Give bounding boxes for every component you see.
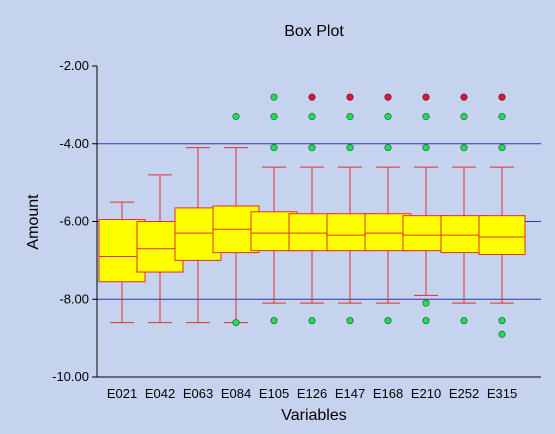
outlier-point <box>308 317 316 325</box>
outlier-point <box>498 144 506 152</box>
x-tick-label: E210 <box>411 386 441 401</box>
extreme-outlier-point <box>384 93 392 101</box>
x-tick-label: E252 <box>449 386 479 401</box>
x-tick-label: E315 <box>487 386 517 401</box>
outlier-point <box>422 113 430 121</box>
x-axis-label: Variables <box>281 407 347 424</box>
outlier-point <box>460 113 468 121</box>
extreme-outlier-point <box>422 93 430 101</box>
outlier-point <box>384 317 392 325</box>
y-tick-label: -8.00 <box>59 291 89 306</box>
outlier-point <box>270 93 278 101</box>
box-body <box>478 215 526 256</box>
outlier-point <box>346 113 354 121</box>
outlier-point <box>422 144 430 152</box>
y-tick-label: -4.00 <box>59 136 89 151</box>
outlier-point <box>422 317 430 325</box>
outlier-point <box>384 144 392 152</box>
y-tick-label: -10.00 <box>52 369 89 384</box>
outlier-point <box>270 144 278 152</box>
x-tick-label: E168 <box>373 386 403 401</box>
outlier-point <box>308 144 316 152</box>
outlier-point <box>232 113 240 121</box>
x-tick-label: E084 <box>221 386 251 401</box>
x-tick-label: E126 <box>297 386 327 401</box>
extreme-outlier-point <box>308 93 316 101</box>
plot-area: -2.00 -4.00 -6.00 -8.00 -10.00 E021 E042 E063 E0… <box>52 58 541 401</box>
x-tick-label: E063 <box>183 386 213 401</box>
outlier-point <box>498 113 506 121</box>
outlier-point <box>346 144 354 152</box>
y-tick-label: -6.00 <box>59 214 89 229</box>
outlier-point <box>346 317 354 325</box>
outlier-point <box>270 317 278 325</box>
extreme-outlier-point <box>498 93 506 101</box>
outlier-point <box>460 317 468 325</box>
chart-title: Box Plot <box>284 23 344 40</box>
outlier-point <box>232 319 240 327</box>
outlier-point <box>270 113 278 121</box>
x-tick-label: E105 <box>259 386 289 401</box>
outlier-point <box>384 113 392 121</box>
outlier-point <box>460 144 468 152</box>
outlier-point <box>422 299 430 307</box>
outlier-point <box>308 113 316 121</box>
y-axis-label: Amount <box>25 194 42 250</box>
extreme-outlier-point <box>460 93 468 101</box>
outlier-point <box>498 330 506 338</box>
x-tick-label: E147 <box>335 386 365 401</box>
x-tick-label: E042 <box>145 386 175 401</box>
extreme-outlier-point <box>346 93 354 101</box>
outlier-point <box>498 317 506 325</box>
x-tick-label: E021 <box>107 386 137 401</box>
y-tick-label: -2.00 <box>59 58 89 73</box>
